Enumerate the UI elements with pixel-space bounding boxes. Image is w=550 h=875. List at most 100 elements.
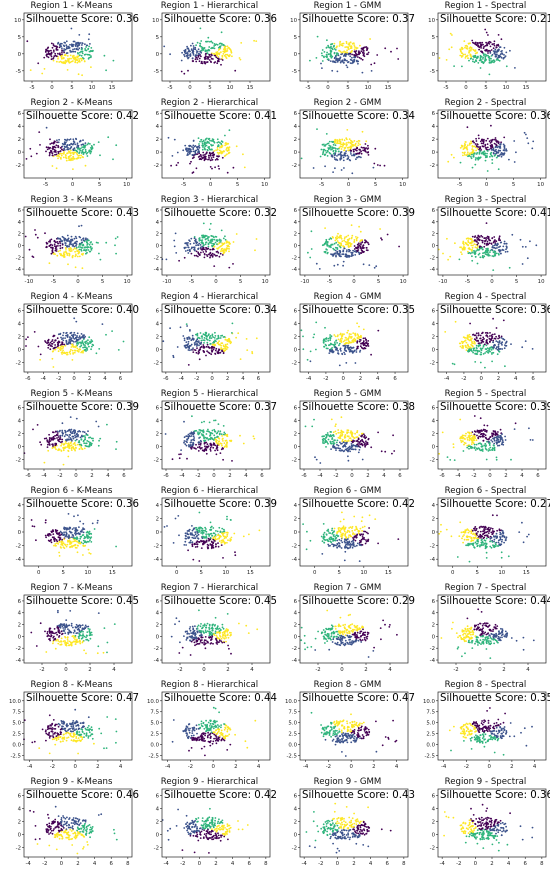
data-point: [351, 234, 354, 237]
data-point: [61, 240, 63, 242]
data-point: [60, 148, 63, 151]
data-point: [217, 251, 220, 254]
data-point: [321, 60, 324, 62]
data-point: [226, 146, 229, 149]
data-point: [359, 44, 361, 47]
data-point: [468, 251, 471, 254]
x-tick-label: 0: [352, 279, 356, 285]
data-point: [215, 56, 218, 59]
data-point: [340, 157, 343, 160]
data-point: [226, 339, 229, 341]
x-tick-label: -4: [41, 473, 47, 479]
data-point: [323, 143, 325, 146]
y-tick-label: 0: [432, 243, 436, 249]
data-point: [54, 149, 57, 152]
data-point: [183, 53, 185, 56]
data-point: [341, 138, 344, 141]
data-point: [188, 444, 190, 446]
data-point: [365, 46, 368, 48]
y-tick-label: 0: [294, 243, 298, 249]
data-point: [360, 57, 362, 60]
y-tick-label: 6: [18, 405, 22, 411]
data-point: [190, 339, 193, 342]
data-point: [469, 338, 472, 341]
data-point: [344, 59, 347, 62]
data-point: [181, 51, 183, 54]
data-point: [470, 153, 473, 156]
data-point: [48, 438, 51, 441]
data-point: [367, 241, 369, 244]
data-point: [70, 243, 73, 246]
data-point: [345, 243, 348, 246]
data-point: [350, 140, 353, 143]
data-point: [333, 156, 336, 159]
data-point: [477, 134, 480, 137]
data-point: [79, 42, 82, 44]
data-point: [77, 246, 80, 248]
data-point: [49, 143, 52, 145]
data-point: [76, 45, 79, 48]
data-point: [473, 338, 476, 340]
data-point: [324, 227, 326, 229]
data-point: [45, 241, 48, 244]
data-point: [485, 41, 487, 44]
data-point: [494, 55, 497, 58]
data-point: [190, 160, 192, 163]
data-point: [231, 322, 234, 325]
data-point: [53, 151, 56, 153]
data-point: [60, 336, 62, 339]
data-point: [213, 265, 216, 267]
data-point: [209, 255, 212, 257]
data-point: [486, 143, 489, 145]
data-point: [47, 344, 50, 347]
data-point: [499, 252, 502, 255]
data-point: [207, 236, 210, 238]
data-point: [71, 359, 74, 361]
data-point: [220, 142, 223, 145]
data-point: [526, 137, 529, 139]
data-point: [331, 55, 334, 58]
data-point: [185, 323, 188, 325]
data-point: [497, 34, 500, 36]
data-point: [50, 51, 53, 54]
data-point: [67, 146, 69, 149]
data-point: [212, 58, 214, 60]
data-point: [85, 350, 87, 352]
data-point: [47, 449, 50, 452]
data-point: [460, 50, 462, 53]
data-point: [85, 252, 87, 255]
data-point: [197, 156, 200, 158]
data-point: [505, 65, 508, 68]
data-point: [502, 149, 505, 152]
data-point: [50, 243, 52, 246]
data-point: [223, 249, 225, 252]
data-point: [342, 156, 345, 159]
data-point: [337, 57, 339, 60]
data-point: [460, 340, 463, 343]
data-point: [64, 48, 67, 51]
data-point: [84, 436, 87, 439]
data-point: [203, 47, 206, 49]
data-point: [345, 362, 348, 364]
data-point: [321, 153, 324, 156]
data-point: [186, 47, 189, 50]
data-point: [63, 48, 65, 50]
data-point: [55, 434, 58, 437]
data-point: [78, 336, 80, 339]
data-point: [24, 235, 27, 238]
x-tick-label: 2: [226, 376, 229, 382]
data-point: [479, 347, 482, 350]
data-point: [320, 52, 323, 55]
data-point: [187, 147, 190, 150]
data-point: [207, 56, 210, 58]
data-point: [203, 351, 205, 354]
data-point: [348, 237, 351, 240]
data-point: [203, 333, 205, 336]
data-point: [202, 154, 205, 156]
data-point: [189, 444, 192, 446]
data-point: [350, 59, 353, 61]
data-point: [492, 152, 495, 154]
x-tick-label: -2: [57, 473, 62, 479]
data-point: [69, 416, 72, 418]
data-point: [334, 252, 337, 254]
